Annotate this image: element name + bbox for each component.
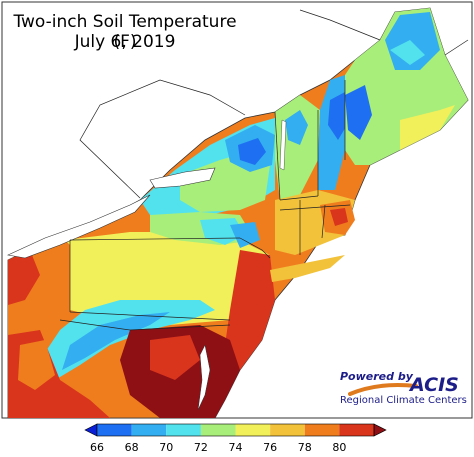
zone-catskill-blue	[230, 222, 260, 248]
colorbar-segment	[339, 424, 374, 436]
acis-logo: Powered by ACIS Regional Climate Centers	[318, 370, 468, 412]
zone-wv-orange	[18, 340, 55, 390]
colorbar-tick-label: 66	[90, 441, 104, 454]
lake-champlain	[279, 119, 287, 171]
colorbar-min-arrow	[84, 423, 98, 437]
colorbar-max-arrow	[373, 423, 387, 437]
color-legend: 66 68 70 72 74 76 78 80	[0, 420, 474, 457]
colorbar-segment	[270, 424, 305, 436]
zone-white-mtns	[328, 92, 350, 140]
lake-ontario	[149, 167, 216, 189]
colorbar-tick-label: 76	[263, 441, 278, 454]
colorbar-tick-label: 80	[332, 441, 347, 454]
zone-maine-northtop	[390, 40, 425, 65]
colorbar-segment	[97, 424, 132, 436]
zone-long-island	[270, 255, 345, 282]
zone-adirondacks-core	[238, 138, 266, 165]
soil-temperature-map	[1, 1, 473, 419]
colorbar-segment	[131, 424, 167, 436]
colorbar-segment	[235, 424, 271, 436]
colorbar-segment	[166, 424, 201, 436]
map-date: July 6, 2019	[74, 32, 176, 52]
zone-wv-red	[8, 250, 40, 305]
colorbar-tick-label: 68	[124, 441, 139, 454]
logo-powered-by: Powered by	[340, 370, 413, 383]
chesapeake-bay	[197, 344, 211, 411]
zone-appalachian-ridge	[40, 300, 215, 380]
colorbar-segment	[200, 424, 236, 436]
map-title: Two-inch Soil Temperature (F)	[13, 12, 237, 52]
zone-vt-blue	[285, 110, 308, 145]
zone-appalachian-core	[62, 312, 170, 370]
colorbar-tick-label: 78	[297, 441, 312, 454]
colorbar-tick-label: 70	[159, 441, 174, 454]
colorbar	[84, 423, 387, 437]
canada-border	[79, 9, 469, 199]
colorbar-outline	[96, 423, 375, 437]
zone-maine-blue	[345, 85, 372, 140]
zone-md-lighter	[150, 335, 200, 380]
logo-swoosh-icon	[348, 383, 418, 396]
state-boundaries	[59, 80, 351, 331]
logo-acis: ACIS	[410, 374, 459, 396]
colorbar-tick-label: 74	[228, 441, 243, 454]
logo-subtitle: Regional Climate Centers	[340, 395, 467, 406]
zone-new-jersey	[225, 250, 275, 370]
zone-maine-coast	[400, 105, 455, 150]
zone-mass-red	[330, 208, 348, 226]
colorbar-segment	[304, 424, 340, 436]
colorbar-tick-label: 72	[193, 441, 208, 454]
lake-erie	[7, 194, 151, 259]
